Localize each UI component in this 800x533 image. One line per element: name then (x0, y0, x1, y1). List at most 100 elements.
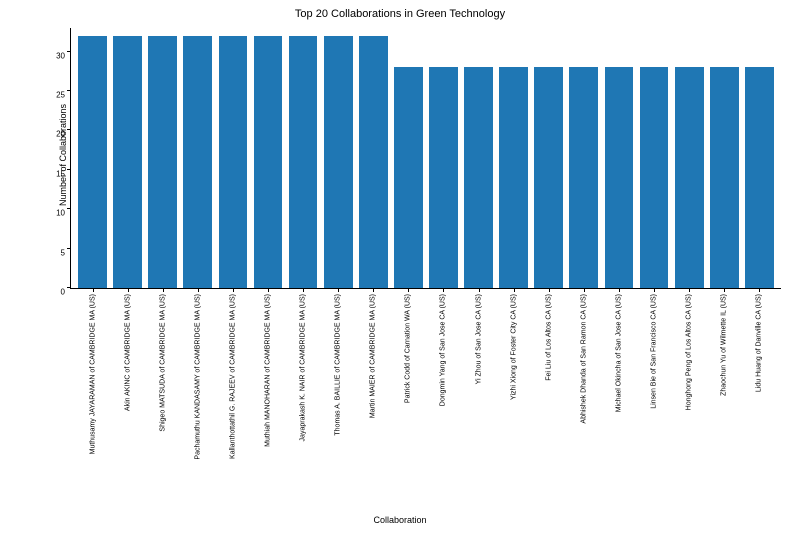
y-tick-label: 25 (56, 91, 71, 100)
bar-slot: Pachamuthu KANDASAMY of CAMBRIDGE MA (US… (180, 28, 215, 288)
x-tick-label: Dongmin Yang of San Jose CA (US) (440, 294, 447, 406)
x-tick-mark (373, 288, 374, 292)
x-tick-mark (268, 288, 269, 292)
x-tick-mark (198, 288, 199, 292)
bar-slot: Muthiah MANOHARAN of CAMBRIDGE MA (US) (250, 28, 285, 288)
bar (148, 36, 177, 288)
x-tick-mark (163, 288, 164, 292)
x-tick-label: Yi Zhou of San Jose CA (US) (475, 294, 482, 384)
x-tick-label: Lidu Huang of Danville CA (US) (756, 294, 763, 392)
y-tick-label: 0 (61, 288, 71, 297)
y-tick-mark (67, 248, 71, 249)
bar (710, 67, 739, 288)
x-tick-mark (724, 288, 725, 292)
bar-slot: Muthusamy JAYARAMAN of CAMBRIDGE MA (US) (75, 28, 110, 288)
bar-slot: Lidu Huang of Danville CA (US) (742, 28, 777, 288)
bar (745, 67, 774, 288)
bar-slot: Honghong Peng of Los Altos CA (US) (672, 28, 707, 288)
bar-slot: Zhaochun Yu of Wilmette IL (US) (707, 28, 742, 288)
bar (605, 67, 634, 288)
bar-slot: Abhishek Dhanda of San Ramon CA (US) (566, 28, 601, 288)
bar-slot: Shigeo MATSUDA of CAMBRIDGE MA (US) (145, 28, 180, 288)
bar (569, 67, 598, 288)
x-tick-mark (303, 288, 304, 292)
bar (499, 67, 528, 288)
x-tick-label: Honghong Peng of Los Altos CA (US) (686, 294, 693, 410)
x-tick-mark (233, 288, 234, 292)
bar-slot: Patrick Codd of Carnation WA (US) (391, 28, 426, 288)
x-tick-mark (443, 288, 444, 292)
bar (429, 67, 458, 288)
bar (394, 67, 423, 288)
y-tick-mark (67, 90, 71, 91)
bar-slot: Dongmin Yang of San Jose CA (US) (426, 28, 461, 288)
x-tick-label: Michael Okincha of San Jose CA (US) (615, 294, 622, 412)
bar (113, 36, 142, 288)
x-tick-label: Yizhi Xiong of Foster City CA (US) (510, 294, 517, 400)
x-tick-mark (584, 288, 585, 292)
chart-title: Top 20 Collaborations in Green Technolog… (0, 8, 800, 20)
x-tick-label: Akin AKINC of CAMBRIDGE MA (US) (124, 294, 131, 411)
x-tick-label: Zhaochun Yu of Wilmette IL (US) (721, 294, 728, 396)
x-tick-mark (619, 288, 620, 292)
bar (183, 36, 212, 288)
y-tick-mark (67, 287, 71, 288)
bar (78, 36, 107, 288)
chart-container: Top 20 Collaborations in Green Technolog… (0, 0, 800, 533)
x-tick-mark (93, 288, 94, 292)
y-tick-mark (67, 129, 71, 130)
x-tick-mark (759, 288, 760, 292)
x-tick-label: Jayaprakash K. NAIR of CAMBRIDGE MA (US) (300, 294, 307, 441)
bar-slot: Linsen Bie of San Francisco CA (US) (637, 28, 672, 288)
y-tick-mark (67, 169, 71, 170)
x-tick-label: Fei Liu of Los Altos CA (US) (545, 294, 552, 381)
x-tick-mark (128, 288, 129, 292)
x-tick-label: Abhishek Dhanda of San Ramon CA (US) (580, 294, 587, 424)
bar (675, 67, 704, 288)
y-tick-label: 30 (56, 51, 71, 60)
y-tick-label: 20 (56, 130, 71, 139)
bar (640, 67, 669, 288)
x-tick-mark (479, 288, 480, 292)
bar-slot: Michael Okincha of San Jose CA (US) (601, 28, 636, 288)
bar-slot: Yi Zhou of San Jose CA (US) (461, 28, 496, 288)
bar (289, 36, 318, 288)
x-tick-mark (514, 288, 515, 292)
bar (534, 67, 563, 288)
x-tick-label: Linsen Bie of San Francisco CA (US) (651, 294, 658, 409)
y-tick-label: 5 (61, 248, 71, 257)
y-tick-label: 10 (56, 209, 71, 218)
x-tick-mark (549, 288, 550, 292)
bar (359, 36, 388, 288)
x-tick-label: Thomas A. BAILLIE of CAMBRIDGE MA (US) (335, 294, 342, 436)
x-tick-label: Kallanthottathil G. RAJEEV of CAMBRIDGE … (229, 294, 236, 459)
bar (254, 36, 283, 288)
x-tick-label: Shigeo MATSUDA of CAMBRIDGE MA (US) (159, 294, 166, 432)
y-tick-mark (67, 51, 71, 52)
y-tick-label: 15 (56, 169, 71, 178)
bar-slot: Thomas A. BAILLIE of CAMBRIDGE MA (US) (321, 28, 356, 288)
x-tick-mark (654, 288, 655, 292)
plot-area: Muthusamy JAYARAMAN of CAMBRIDGE MA (US)… (70, 28, 781, 289)
bars-group: Muthusamy JAYARAMAN of CAMBRIDGE MA (US)… (71, 28, 781, 288)
bar-slot: Kallanthottathil G. RAJEEV of CAMBRIDGE … (215, 28, 250, 288)
x-tick-label: Patrick Codd of Carnation WA (US) (405, 294, 412, 403)
y-axis-label: Number of Collaborations (58, 104, 68, 206)
x-tick-label: Muthusamy JAYARAMAN of CAMBRIDGE MA (US) (89, 294, 96, 454)
bar (219, 36, 248, 288)
bar-slot: Jayaprakash K. NAIR of CAMBRIDGE MA (US) (286, 28, 321, 288)
bar (464, 67, 493, 288)
bar (324, 36, 353, 288)
bar-slot: Yizhi Xiong of Foster City CA (US) (496, 28, 531, 288)
bar-slot: Akin AKINC of CAMBRIDGE MA (US) (110, 28, 145, 288)
x-axis-label: Collaboration (0, 515, 800, 525)
y-tick-mark (67, 208, 71, 209)
x-tick-mark (689, 288, 690, 292)
x-tick-mark (408, 288, 409, 292)
x-tick-label: Muthiah MANOHARAN of CAMBRIDGE MA (US) (265, 294, 272, 447)
x-tick-mark (338, 288, 339, 292)
x-tick-label: Pachamuthu KANDASAMY of CAMBRIDGE MA (US… (194, 294, 201, 460)
bar-slot: Fei Liu of Los Altos CA (US) (531, 28, 566, 288)
x-tick-label: Martin MAIER of CAMBRIDGE MA (US) (370, 294, 377, 418)
bar-slot: Martin MAIER of CAMBRIDGE MA (US) (356, 28, 391, 288)
